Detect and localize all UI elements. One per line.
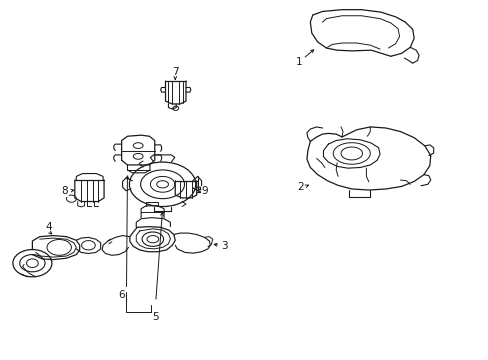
- Text: 7: 7: [172, 67, 178, 77]
- Text: 6: 6: [118, 291, 124, 301]
- Text: 9: 9: [201, 186, 207, 197]
- Text: 4: 4: [45, 222, 52, 232]
- Text: 1: 1: [295, 57, 302, 67]
- Text: 5: 5: [152, 312, 159, 322]
- Text: 8: 8: [61, 186, 68, 197]
- Text: 2: 2: [297, 182, 303, 192]
- Text: 3: 3: [220, 241, 227, 251]
